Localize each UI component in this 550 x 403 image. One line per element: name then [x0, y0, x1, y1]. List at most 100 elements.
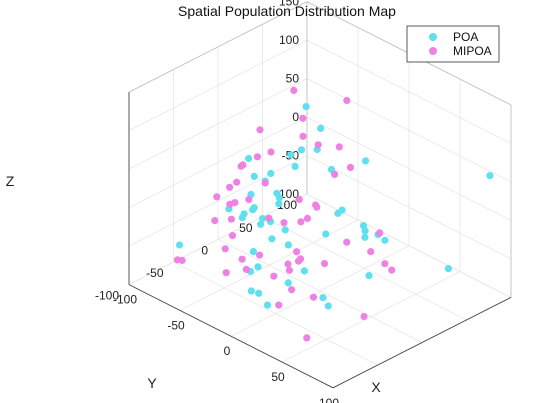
mipoa-point: [261, 179, 269, 187]
poa-point: [324, 302, 332, 310]
mipoa-point: [309, 293, 318, 301]
mipoa-point: [222, 269, 230, 277]
x-tick-label: -100: [113, 293, 137, 307]
mipoa-point: [253, 153, 261, 161]
data-points: [173, 86, 494, 342]
box-edge: [128, 1, 308, 93]
mipoa-point: [242, 265, 250, 273]
y-tick-label: 100: [277, 198, 297, 212]
tick-labels: -100-50050100-100-50050100-100-500501001…: [95, 0, 339, 403]
poa-point: [319, 294, 327, 302]
legend-marker-poa: [429, 33, 437, 41]
legend-label-mipoa: MIPOA: [453, 44, 492, 58]
poa-point: [255, 289, 263, 297]
grid-line: [128, 78, 308, 170]
poa-point: [297, 146, 306, 154]
y-tick-label: -50: [146, 266, 164, 280]
poa-point: [273, 189, 281, 197]
grid-line: [306, 78, 512, 183]
mipoa-point: [284, 260, 292, 268]
poa-point: [175, 241, 184, 249]
poa-point: [250, 204, 258, 212]
poa-point: [444, 265, 452, 273]
legend-label-poa: POA: [453, 30, 478, 44]
mipoa-point: [231, 199, 239, 207]
poa-point: [361, 227, 369, 235]
mipoa-point: [335, 143, 343, 151]
x-axis-label: X: [371, 379, 381, 395]
poa-point: [250, 172, 258, 180]
mipoa-point: [293, 248, 301, 256]
mipoa-point: [346, 163, 355, 171]
y-tick-label: 50: [239, 221, 253, 235]
z-tick-label: 0: [292, 110, 299, 124]
mipoa-point: [388, 266, 396, 274]
mipoa-point: [238, 255, 246, 263]
mipoa-point: [299, 114, 307, 122]
x-tick-label: -50: [167, 318, 185, 332]
grid-line: [128, 155, 308, 247]
mipoa-point: [314, 141, 322, 149]
y-axis-line: [332, 296, 512, 389]
poa-point: [257, 220, 265, 228]
mipoa-point: [270, 272, 278, 280]
mipoa-point: [381, 260, 389, 268]
y-tick-label: 0: [201, 243, 208, 257]
mipoa-point: [178, 256, 186, 264]
poa-point: [284, 279, 292, 287]
mipoa-point: [294, 257, 303, 265]
poa-point: [254, 263, 262, 271]
mipoa-point: [303, 334, 311, 342]
poa-point: [361, 233, 369, 241]
grid-line: [128, 39, 308, 131]
mipoa-point: [211, 217, 219, 225]
y-tick-label: -100: [95, 289, 119, 303]
mipoa-point: [221, 245, 229, 253]
mipoa-point: [297, 218, 305, 226]
mipoa-point: [233, 178, 241, 186]
mipoa-point: [285, 266, 293, 274]
poa-point: [317, 124, 325, 132]
mipoa-point: [226, 183, 234, 191]
poa-point: [281, 226, 289, 234]
z-tick-label: 100: [279, 33, 299, 47]
poa-point: [238, 214, 246, 222]
grid-line: [217, 239, 423, 343]
mipoa-point: [290, 86, 298, 94]
poa-point: [365, 272, 373, 280]
mipoa-point: [367, 248, 375, 256]
mipoa-point: [299, 132, 307, 140]
poa-point: [249, 248, 257, 256]
mipoa-point: [267, 148, 275, 156]
poa-point: [284, 241, 292, 249]
poa-point: [291, 162, 299, 171]
mipoa-point: [295, 195, 303, 203]
poa-point: [338, 206, 346, 214]
z-tick-label: 50: [286, 72, 300, 86]
mipoa-point: [376, 229, 384, 237]
poa-point: [245, 154, 253, 163]
mipoa-point: [320, 260, 329, 268]
grid-line: [262, 216, 467, 321]
grid-line: [173, 261, 378, 366]
grid-line: [306, 155, 512, 260]
mipoa-point: [256, 251, 264, 259]
mipoa-point: [265, 214, 273, 222]
grid-line: [128, 193, 308, 285]
x-tick-label: 100: [319, 396, 339, 403]
poa-point: [267, 169, 275, 178]
x-tick-label: 50: [271, 370, 285, 384]
grid-line: [306, 39, 512, 144]
z-axis-label: Z: [6, 173, 15, 189]
legend: POA MIPOA: [406, 25, 500, 63]
poa-point: [362, 157, 370, 165]
mipoa-point: [245, 195, 253, 204]
mipoa-point: [343, 238, 351, 246]
poa-point: [302, 103, 310, 111]
x-tick-label: 0: [224, 344, 231, 358]
mipoa-point: [280, 219, 288, 227]
legend-box: [406, 25, 500, 63]
poa-point: [263, 301, 272, 309]
mipoa-point: [227, 215, 235, 223]
